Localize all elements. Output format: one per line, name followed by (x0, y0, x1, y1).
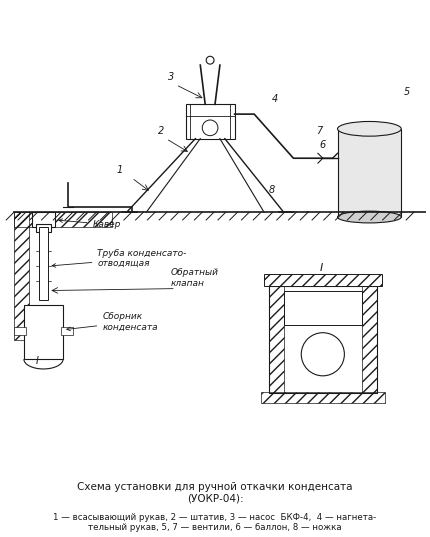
Bar (269, 286, 284, 394)
Text: 7: 7 (316, 126, 322, 136)
Bar (24, 305, 63, 359)
Bar (338, 129, 401, 217)
Text: 6: 6 (320, 140, 326, 150)
Ellipse shape (338, 121, 401, 136)
Bar (14, 212, 29, 339)
Text: 4: 4 (272, 95, 278, 104)
Text: 2: 2 (158, 126, 164, 136)
Text: Обратный
клапан: Обратный клапан (171, 268, 219, 288)
Text: 1: 1 (117, 165, 123, 175)
Text: 1 — всасывающий рукав, 2 — штатив, 3 — насос  БКФ-4,  4 — нагнета-
тельный рукав: 1 — всасывающий рукав, 2 — штатив, 3 — н… (53, 513, 377, 533)
Bar (269, 286, 377, 394)
Bar (362, 286, 377, 394)
Text: Труба конденсато-
отводящая: Труба конденсато- отводящая (52, 249, 187, 268)
Bar (261, 391, 384, 403)
Bar (14, 327, 26, 335)
Bar (284, 291, 362, 325)
Bar (39, 227, 48, 300)
Text: 5: 5 (404, 86, 410, 97)
Text: 8: 8 (269, 185, 275, 194)
Bar (61, 327, 73, 335)
Ellipse shape (338, 211, 401, 223)
Bar (14, 212, 112, 227)
Text: Схема установки для ручной откачки конденсата
(УОКР-04):: Схема установки для ручной откачки конде… (77, 482, 353, 503)
Text: Кавер: Кавер (59, 219, 121, 229)
Bar (32, 212, 55, 227)
Text: I: I (36, 356, 39, 366)
Text: Сборник
конденсата: Сборник конденсата (67, 313, 158, 332)
Bar (186, 104, 235, 139)
Text: I: I (320, 263, 323, 273)
Bar (36, 224, 51, 232)
Bar (264, 274, 382, 286)
Text: 3: 3 (168, 72, 174, 82)
